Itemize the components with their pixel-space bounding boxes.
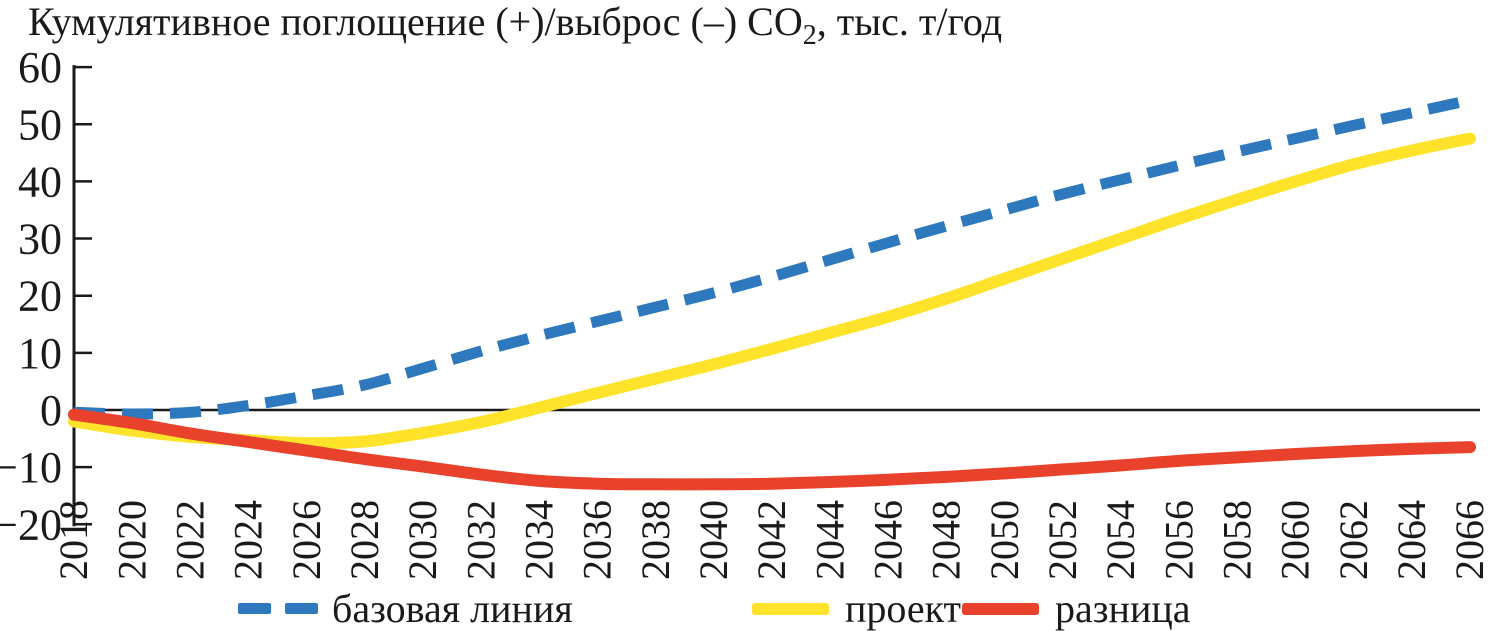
x-tick-label: 2066 xyxy=(1447,500,1490,580)
x-tick-label: 2054 xyxy=(1098,500,1143,580)
chart-title-suffix: , тыс. т/год xyxy=(816,0,1003,44)
x-tick-label: 2040 xyxy=(691,500,736,580)
y-tick-label: 30 xyxy=(18,215,62,264)
x-tick-label: 2028 xyxy=(342,500,387,580)
x-tick-label: 2052 xyxy=(1040,500,1085,580)
x-tick-label: 2026 xyxy=(284,500,329,580)
legend-item-project: проект xyxy=(752,586,961,631)
chart-title-prefix: Кумулятивное поглощение (+)/выброс (–) C… xyxy=(28,0,803,44)
y-tick-label: −20 xyxy=(0,500,62,549)
x-tick-label: 2042 xyxy=(749,500,794,580)
x-tick-label: 2034 xyxy=(517,500,562,580)
x-tick-label: 2060 xyxy=(1273,500,1318,580)
x-tick-label: 2062 xyxy=(1331,500,1376,580)
x-tick-label: 2046 xyxy=(866,500,911,580)
x-tick-label: 2056 xyxy=(1156,500,1201,580)
chart-title: Кумулятивное поглощение (+)/выброс (–) C… xyxy=(28,0,1003,51)
x-tick-label: 2038 xyxy=(633,500,678,580)
x-tick-label: 2018 xyxy=(51,500,96,580)
y-tick-label: 50 xyxy=(18,100,62,149)
chart-legend: базовая линия проект разница xyxy=(0,586,1490,631)
legend-item-difference: разница xyxy=(962,586,1191,631)
y-tick-label: −10 xyxy=(0,443,62,492)
y-tick-label: 0 xyxy=(40,386,62,435)
legend-item-baseline: базовая линия xyxy=(238,586,573,631)
x-tick-label: 2030 xyxy=(400,500,445,580)
y-tick-label: 40 xyxy=(18,157,62,206)
x-tick-label: 2058 xyxy=(1215,500,1260,580)
x-tick-label: 2044 xyxy=(807,500,852,580)
x-tick-label: 2020 xyxy=(109,500,154,580)
legend-label-baseline: базовая линия xyxy=(332,586,573,631)
baseline-dash-segment xyxy=(238,603,271,614)
chart-title-subscript: 2 xyxy=(802,20,817,51)
x-tick-label: 2024 xyxy=(226,500,271,580)
y-tick-label: 20 xyxy=(18,272,62,321)
series-line-project xyxy=(68,132,1476,450)
x-tick-label: 2036 xyxy=(575,500,620,580)
series-line-difference xyxy=(68,408,1476,491)
legend-label-difference: разница xyxy=(1055,586,1191,631)
y-tick-label: 10 xyxy=(18,329,62,378)
baseline-dashed-line-swatch xyxy=(238,603,318,614)
legend-label-project: проект xyxy=(845,586,962,631)
x-tick-label: 2064 xyxy=(1389,500,1434,580)
series-line-baseline xyxy=(73,94,1472,420)
x-tick-label: 2032 xyxy=(458,500,503,580)
difference-line-swatch xyxy=(962,602,1039,615)
y-tick-label: 60 xyxy=(18,43,62,92)
project-line-swatch xyxy=(752,602,829,615)
x-tick-label: 2048 xyxy=(924,500,969,580)
x-tick-label: 2022 xyxy=(168,500,213,580)
x-tick-label: 2050 xyxy=(982,500,1027,580)
baseline-dash-segment xyxy=(285,603,318,614)
